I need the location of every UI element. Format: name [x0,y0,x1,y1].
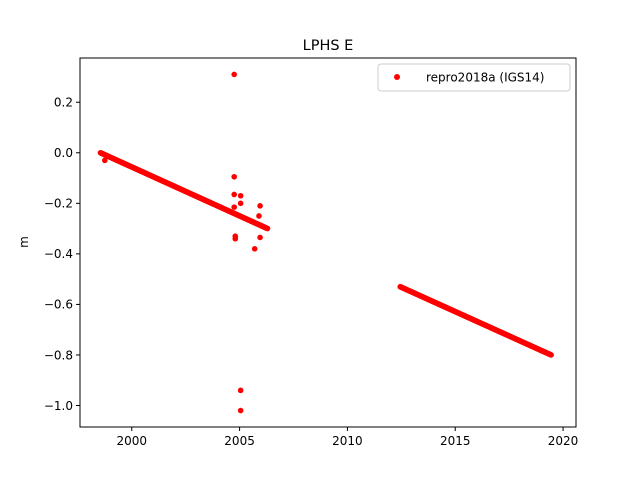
outlier-point [232,235,239,242]
outlier-point [257,234,263,241]
y-tick-label: −1.0 [44,399,73,413]
outlier-point [231,191,237,198]
chart-title: LPHS E [303,38,354,54]
outlier-point [257,203,263,209]
data-point [548,352,554,358]
x-tick-label: 2020 [548,434,579,448]
x-tick-label: 2005 [224,434,255,448]
y-tick-label: −0.4 [44,247,73,261]
y-tick-label: −0.8 [44,348,73,362]
data-points [97,71,554,414]
y-tick-label: −0.2 [44,197,73,211]
data-point [264,225,271,232]
legend-box [377,63,571,92]
plot-frame [79,57,577,428]
outlier-point [251,246,258,252]
y-tick-label: 0.0 [54,146,73,160]
x-tick-label: 2015 [440,434,471,448]
legend-label: repro2018a (IGS14) [426,71,544,85]
legend: repro2018a (IGS14) [377,63,571,92]
y-tick-label: −0.6 [44,298,73,312]
outlier-point [237,192,244,199]
y-tick-label: 0.2 [54,96,73,110]
x-axis: 2000 2005 2010 2015 2020 [116,427,578,448]
outlier-point [237,407,244,414]
outlier-point [237,387,244,394]
x-tick-label: 2010 [332,434,363,448]
y-axis-label: m [17,236,31,248]
y-axis: 0.2 0.0 −0.2 −0.4 −0.6 −0.8 −1.0 [44,96,80,413]
legend-marker [394,74,400,80]
x-tick-label: 2000 [116,434,147,448]
outlier-point [231,71,237,78]
outlier-point [231,204,237,210]
outlier-point [237,200,244,207]
outlier-point [231,173,237,180]
outlier-point [102,157,108,164]
outlier-point [256,213,262,219]
